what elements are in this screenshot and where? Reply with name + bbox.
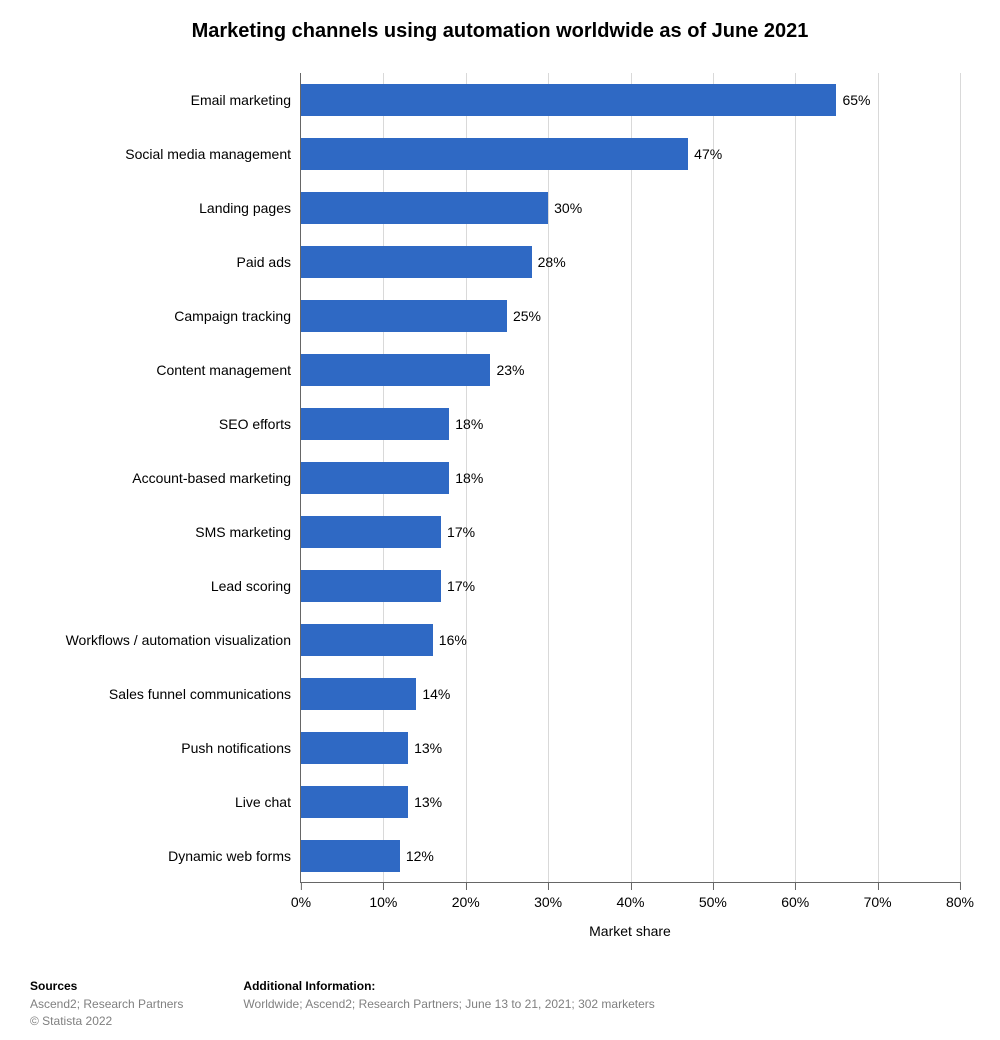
bar-row: Dynamic web forms12% (301, 829, 960, 883)
chart-title: Marketing channels using automation worl… (20, 20, 980, 43)
info-text: Worldwide; Ascend2; Research Partners; J… (243, 996, 654, 1013)
bar-row: SEO efforts18% (301, 397, 960, 451)
category-label: Sales funnel communications (109, 686, 301, 702)
bar: 30% (301, 192, 548, 224)
x-tick: 60% (781, 882, 809, 910)
sources-heading: Sources (30, 979, 183, 993)
bar-row: Content management23% (301, 343, 960, 397)
bar: 12% (301, 840, 400, 872)
gridline (960, 73, 961, 882)
bar: 25% (301, 300, 507, 332)
bar-row: Workflows / automation visualization16% (301, 613, 960, 667)
value-label: 17% (441, 578, 475, 594)
category-label: Lead scoring (211, 578, 301, 594)
category-label: Paid ads (237, 254, 301, 270)
x-axis-label: Market share (300, 923, 960, 939)
value-label: 16% (433, 632, 467, 648)
bar: 65% (301, 84, 836, 116)
category-label: SMS marketing (195, 524, 301, 540)
bar: 16% (301, 624, 433, 656)
value-label: 18% (449, 470, 483, 486)
bar-row: Email marketing65% (301, 73, 960, 127)
copyright-text: © Statista 2022 (30, 1013, 183, 1030)
value-label: 30% (548, 200, 582, 216)
value-label: 65% (836, 92, 870, 108)
bar: 13% (301, 732, 408, 764)
chart-area: 0%10%20%30%40%50%60%70%80%Email marketin… (20, 73, 960, 939)
bar: 14% (301, 678, 416, 710)
value-label: 47% (688, 146, 722, 162)
category-label: Push notifications (181, 740, 301, 756)
category-label: SEO efforts (219, 416, 301, 432)
category-label: Campaign tracking (174, 308, 301, 324)
chart-container: Marketing channels using automation worl… (0, 0, 1000, 1040)
x-tick: 30% (534, 882, 562, 910)
bar: 13% (301, 786, 408, 818)
bar-row: Landing pages30% (301, 181, 960, 235)
category-label: Landing pages (199, 200, 301, 216)
value-label: 23% (490, 362, 524, 378)
category-label: Workflows / automation visualization (66, 632, 301, 648)
sources-text: Ascend2; Research Partners (30, 996, 183, 1013)
x-tick: 40% (616, 882, 644, 910)
bar-row: Social media management47% (301, 127, 960, 181)
value-label: 17% (441, 524, 475, 540)
value-label: 13% (408, 740, 442, 756)
bar-row: Live chat13% (301, 775, 960, 829)
info-heading: Additional Information: (243, 979, 654, 993)
footer-info: Additional Information: Worldwide; Ascen… (243, 979, 654, 1030)
x-tick: 50% (699, 882, 727, 910)
bar: 17% (301, 570, 441, 602)
bar-row: Push notifications13% (301, 721, 960, 775)
value-label: 28% (532, 254, 566, 270)
bar-row: Campaign tracking25% (301, 289, 960, 343)
category-label: Dynamic web forms (168, 848, 301, 864)
bar: 18% (301, 462, 449, 494)
footer-sources: Sources Ascend2; Research Partners © Sta… (30, 979, 183, 1030)
plot-area: 0%10%20%30%40%50%60%70%80%Email marketin… (300, 73, 960, 883)
bar-row: Paid ads28% (301, 235, 960, 289)
bar: 18% (301, 408, 449, 440)
category-label: Account-based marketing (132, 470, 301, 486)
bar: 17% (301, 516, 441, 548)
chart-footer: Sources Ascend2; Research Partners © Sta… (20, 979, 980, 1030)
category-label: Social media management (125, 146, 301, 162)
value-label: 25% (507, 308, 541, 324)
bar: 23% (301, 354, 490, 386)
x-tick: 80% (946, 882, 974, 910)
bar: 28% (301, 246, 532, 278)
x-tick: 20% (452, 882, 480, 910)
value-label: 14% (416, 686, 450, 702)
value-label: 13% (408, 794, 442, 810)
bar-row: Lead scoring17% (301, 559, 960, 613)
category-label: Email marketing (191, 92, 301, 108)
bar-row: Sales funnel communications14% (301, 667, 960, 721)
bar-row: SMS marketing17% (301, 505, 960, 559)
category-label: Content management (156, 362, 301, 378)
x-tick: 70% (864, 882, 892, 910)
x-tick: 0% (291, 882, 311, 910)
bar: 47% (301, 138, 688, 170)
bar-row: Account-based marketing18% (301, 451, 960, 505)
category-label: Live chat (235, 794, 301, 810)
value-label: 18% (449, 416, 483, 432)
x-tick: 10% (369, 882, 397, 910)
value-label: 12% (400, 848, 434, 864)
